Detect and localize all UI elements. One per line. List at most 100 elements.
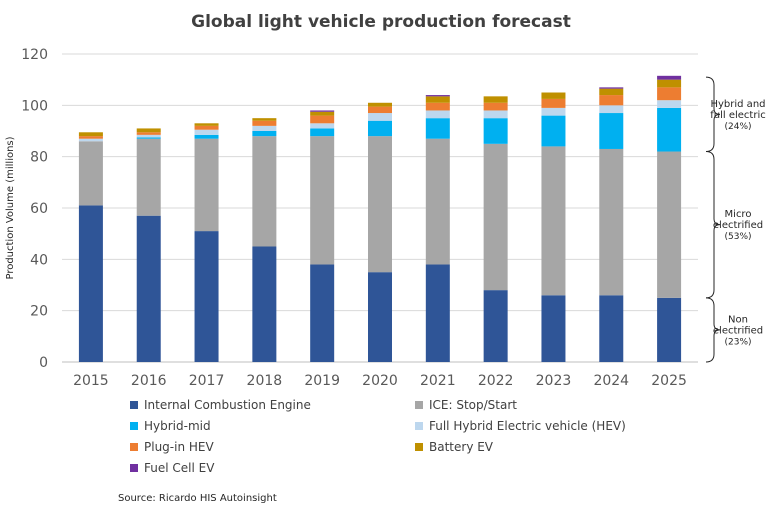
bar-segment xyxy=(483,143,508,291)
annotation-bracket xyxy=(705,297,721,363)
x-tick-label: 2017 xyxy=(189,373,225,389)
bar-segment xyxy=(483,102,508,111)
bar-segment xyxy=(368,272,392,362)
x-tick-label: 2016 xyxy=(131,373,167,389)
bar-segment xyxy=(252,136,277,247)
legend-label: Full Hybrid Electric vehicle (HEV) xyxy=(429,419,626,433)
annotation-bracket xyxy=(705,76,721,153)
bar-segment xyxy=(252,120,277,126)
legend-item: Hybrid-mid xyxy=(130,419,211,433)
y-tick-label: 100 xyxy=(21,98,48,114)
bar-segment xyxy=(368,136,392,273)
y-axis-ticks: 0 20 40 60 80 100 120 xyxy=(21,47,48,371)
legend-label: Internal Combustion Engine xyxy=(144,398,311,412)
legend-swatch xyxy=(415,401,423,409)
bar-segment xyxy=(194,138,219,232)
x-tick-label: 2021 xyxy=(420,373,456,389)
bar-segment xyxy=(310,264,335,362)
legend-item: Fuel Cell EV xyxy=(130,461,214,475)
bar-segment xyxy=(368,120,392,137)
bar-segment xyxy=(599,113,624,149)
bar-segment xyxy=(425,96,450,103)
bar-segment xyxy=(541,146,566,296)
bar-segment xyxy=(310,111,335,116)
bar-segment xyxy=(310,115,335,124)
legend-label: Fuel Cell EV xyxy=(144,461,215,475)
bar-segment xyxy=(425,118,450,139)
bar-segment xyxy=(252,125,277,131)
bar-segment xyxy=(599,148,624,296)
bar-segment xyxy=(310,136,335,265)
bar-segment xyxy=(78,132,103,137)
bar-segment xyxy=(136,134,161,138)
legend-item: Internal Combustion Engine xyxy=(130,398,311,412)
bar-segment xyxy=(541,98,566,108)
annotation-label: Hybrid and full electric xyxy=(710,99,765,121)
x-tick-label: 2024 xyxy=(593,373,629,389)
legend-label: Battery EV xyxy=(429,440,494,454)
legend-label: Hybrid-mid xyxy=(144,419,211,433)
bar-segment xyxy=(78,141,103,206)
annotation-bracket xyxy=(705,151,721,299)
bar-segment xyxy=(657,75,682,80)
y-tick-label: 120 xyxy=(21,47,48,63)
bar-segment xyxy=(541,92,566,99)
annotation-percent: (53%) xyxy=(724,232,751,242)
legend-swatch xyxy=(415,422,423,430)
x-axis-ticks: 2015 2016 2017 2018 2019 2020 2021 2022 2023 2024… xyxy=(73,373,687,389)
annotation-label: Micro electrified xyxy=(713,209,763,231)
annotations: Hybrid and full electric(24%) Micro electri… xyxy=(705,76,766,363)
bar-segment xyxy=(483,290,508,362)
legend-swatch xyxy=(415,443,423,451)
bar-segment xyxy=(194,129,219,135)
bar-segment xyxy=(599,295,624,362)
legend-item: Plug-in HEV xyxy=(130,440,214,454)
x-tick-label: 2019 xyxy=(304,373,340,389)
bar-segment xyxy=(136,138,161,216)
bar-segment xyxy=(425,95,450,97)
bar-segment xyxy=(425,138,450,265)
bar-segment xyxy=(599,88,624,96)
bar-segment xyxy=(425,102,450,111)
bar-segment xyxy=(657,87,682,101)
bar-segment xyxy=(657,297,682,362)
x-tick-label: 2018 xyxy=(247,373,283,389)
bar-segment xyxy=(657,151,682,298)
y-tick-label: 0 xyxy=(39,355,48,371)
bar-segment xyxy=(425,110,450,119)
bar-segment xyxy=(541,295,566,362)
legend-item: Battery EV xyxy=(415,440,493,454)
bar-segment xyxy=(252,246,277,362)
bar-segment xyxy=(310,128,335,137)
bar-segment xyxy=(483,110,508,119)
x-tick-label: 2020 xyxy=(362,373,398,389)
bar-segment xyxy=(136,215,161,362)
bar-segment xyxy=(136,137,161,139)
annotation-label: Non electrified xyxy=(713,314,763,336)
annotation-percent: (23%) xyxy=(724,337,751,347)
y-axis-label: Production Volume (millions) xyxy=(5,136,16,279)
bar-segment xyxy=(599,95,624,106)
legend-label: ICE: Stop/Start xyxy=(429,398,517,412)
legend-item: Full Hybrid Electric vehicle (HEV) xyxy=(415,419,626,433)
legend-swatch xyxy=(130,401,138,409)
bar-segment xyxy=(252,131,277,137)
legend-swatch xyxy=(130,422,138,430)
bar-segment xyxy=(194,231,219,362)
bar-segment xyxy=(194,125,219,130)
bar-segment xyxy=(541,115,566,147)
x-tick-label: 2015 xyxy=(73,373,109,389)
y-tick-label: 20 xyxy=(30,304,48,320)
y-tick-label: 60 xyxy=(30,201,48,217)
bar-segment xyxy=(136,128,161,133)
bar-segment xyxy=(78,205,103,362)
bar-segment xyxy=(78,138,103,142)
legend-label: Plug-in HEV xyxy=(144,440,214,454)
legend-item: ICE: Stop/Start xyxy=(415,398,517,412)
legend-swatch xyxy=(130,443,138,451)
bar-segment xyxy=(483,96,508,103)
bar-segment xyxy=(368,113,392,121)
bars xyxy=(78,75,682,362)
bar-segment xyxy=(657,79,682,88)
x-tick-label: 2022 xyxy=(478,373,514,389)
